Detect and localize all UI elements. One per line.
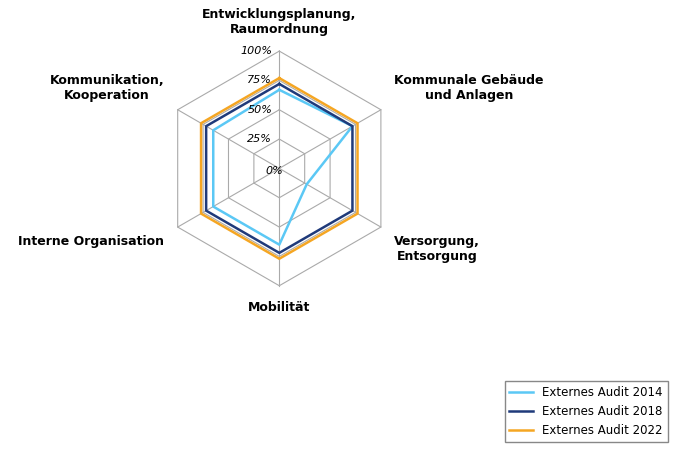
Text: 100%: 100%: [240, 46, 272, 56]
Text: 25%: 25%: [247, 134, 272, 144]
Legend: Externes Audit 2014, Externes Audit 2018, Externes Audit 2022: Externes Audit 2014, Externes Audit 2018…: [505, 381, 668, 442]
Text: Interne Organisation: Interne Organisation: [18, 235, 164, 248]
Text: Versorgung,
Entsorgung: Versorgung, Entsorgung: [394, 235, 480, 263]
Text: Mobilität: Mobilität: [248, 301, 311, 314]
Text: Entwicklungsplanung,
Raumordnung: Entwicklungsplanung, Raumordnung: [202, 8, 356, 36]
Text: 75%: 75%: [247, 75, 272, 86]
Text: 0%: 0%: [266, 166, 284, 176]
Text: Kommunale Gebäude
und Anlagen: Kommunale Gebäude und Anlagen: [394, 74, 544, 102]
Text: 50%: 50%: [247, 105, 272, 115]
Text: Kommunikation,
Kooperation: Kommunikation, Kooperation: [50, 74, 164, 102]
